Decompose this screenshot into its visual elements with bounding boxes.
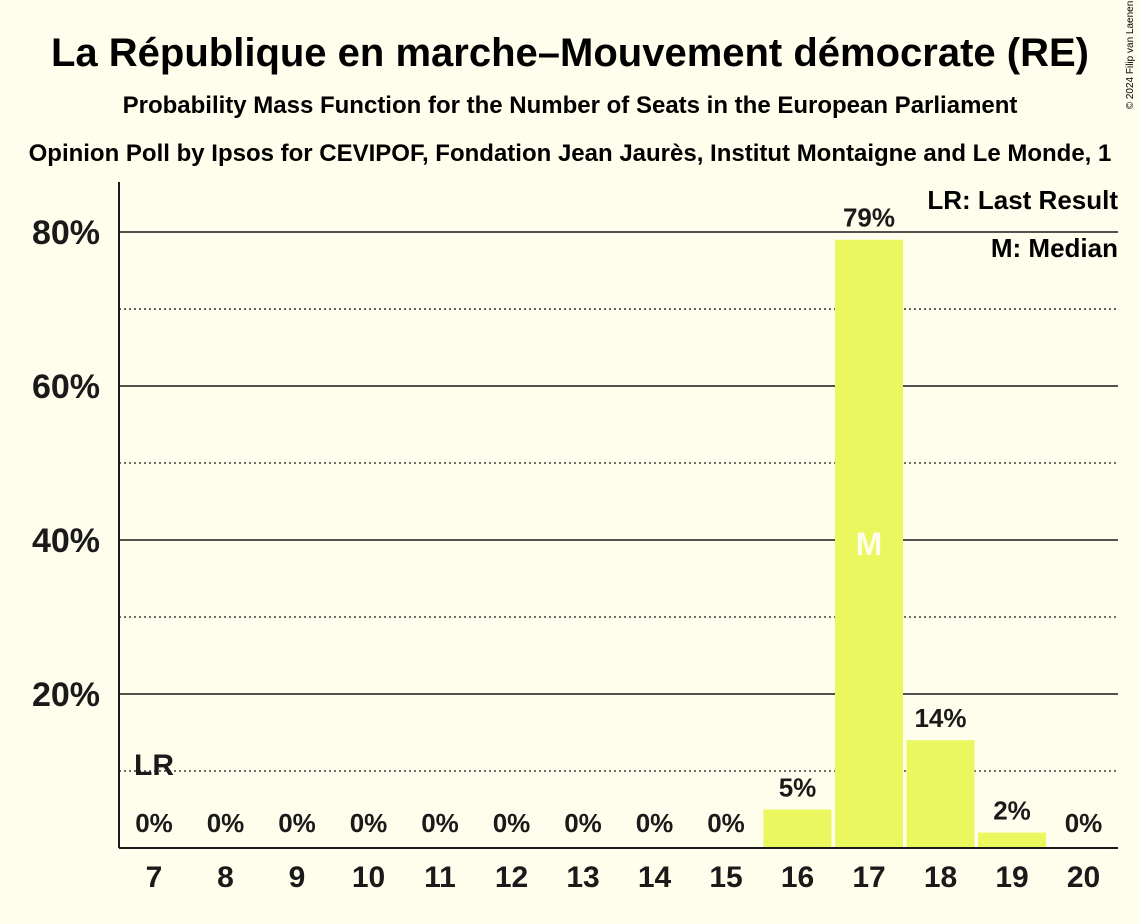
y-tick-label: 80% [32,214,100,252]
bar-value-label: 2% [993,796,1031,826]
x-tick-label: 14 [638,861,672,894]
bar-value-label: 0% [421,808,459,838]
bar-value-label: 0% [493,808,531,838]
bar-value-label: 0% [707,808,745,838]
bar-value-label: 0% [564,808,602,838]
bar-value-label: 79% [843,203,895,233]
bar [763,809,832,848]
chart-source: Opinion Poll by Ipsos for CEVIPOF, Fonda… [29,140,1112,167]
legend-median: M: Median [991,233,1118,263]
x-tick-label: 16 [781,861,814,894]
x-tick-label: 15 [709,861,742,894]
x-tick-label: 13 [566,861,599,894]
bars [763,239,1046,848]
bar-value-label: 0% [207,808,245,838]
bar [906,740,975,848]
bar-value-label: 0% [350,808,388,838]
bar-value-label: 0% [636,808,674,838]
x-tick-label: 20 [1067,861,1100,894]
x-tick-label: 8 [217,861,234,894]
bar-value-label: 0% [135,808,173,838]
last-result-marker: LR [134,749,174,782]
y-tick-label: 20% [32,676,100,714]
x-tick-label: 12 [495,861,528,894]
bar-labels: 0% 0% 0% 0% 0% 0% 0% 0% 0% 5% 79% 14% 2% 0% M LR [134,203,1102,838]
x-tick-label: 9 [289,861,306,894]
y-tick-label: 60% [32,368,100,406]
bar [835,239,903,848]
y-tick-label: 40% [32,522,100,560]
legend-last-result: LR: Last Result [927,185,1118,215]
bar [978,832,1046,848]
bar-value-label: 5% [779,773,817,803]
chart-subtitle: Probability Mass Function for the Number… [123,92,1018,119]
x-tick-label: 18 [924,861,957,894]
copyright-note: © 2024 Filip van Laenen [1125,1,1136,110]
median-marker: M [856,526,883,562]
x-tick-label: 19 [995,861,1028,894]
x-tick-label: 10 [352,861,385,894]
bar-value-label: 14% [914,703,966,733]
grid [119,231,1118,772]
bar-value-label: 0% [1065,808,1103,838]
x-tick-label: 11 [424,861,456,894]
chart-title: La République en marche–Mouvement démocr… [51,31,1089,75]
x-tick-label: 17 [852,861,885,894]
axes: 20% 40% 60% 80% 7 8 9 10 11 12 13 14 15 16 17 18 19 20 [32,182,1118,894]
bar-value-label: 0% [278,808,316,838]
legend: LR: Last Result M: Median [927,185,1118,263]
x-tick-label: 7 [146,861,163,894]
